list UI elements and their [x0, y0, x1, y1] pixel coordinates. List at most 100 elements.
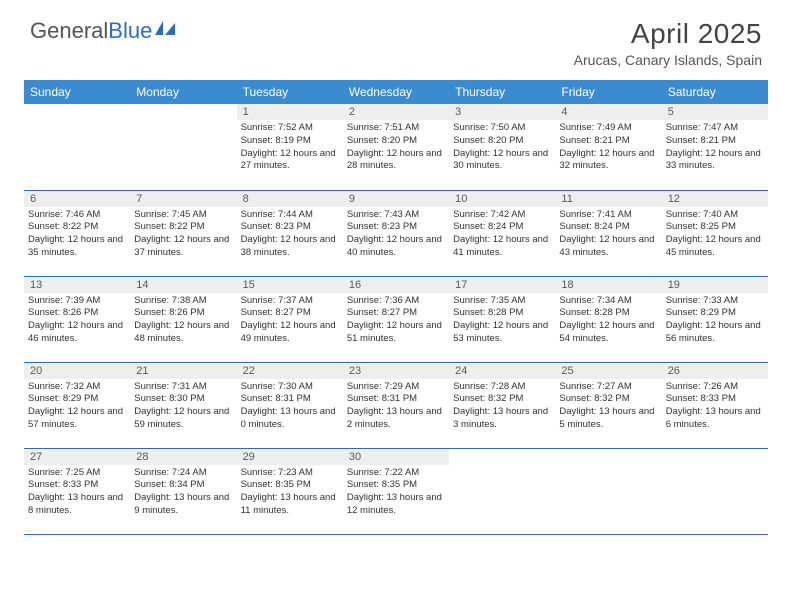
day-number: 5 [662, 104, 768, 120]
calendar-cell [24, 104, 130, 190]
calendar-cell: 11Sunrise: 7:41 AMSunset: 8:24 PMDayligh… [555, 190, 661, 276]
calendar-cell: 1Sunrise: 7:52 AMSunset: 8:19 PMDaylight… [237, 104, 343, 190]
day-body: Sunrise: 7:50 AMSunset: 8:20 PMDaylight:… [449, 120, 555, 177]
day-number: 26 [662, 363, 768, 379]
day-body: Sunrise: 7:33 AMSunset: 8:29 PMDaylight:… [662, 293, 768, 350]
weekday-header: Thursday [449, 80, 555, 104]
calendar-cell: 6Sunrise: 7:46 AMSunset: 8:22 PMDaylight… [24, 190, 130, 276]
day-body: Sunrise: 7:31 AMSunset: 8:30 PMDaylight:… [130, 379, 236, 436]
day-body: Sunrise: 7:36 AMSunset: 8:27 PMDaylight:… [343, 293, 449, 350]
logo-part1: General [30, 18, 108, 43]
day-number: 19 [662, 277, 768, 293]
day-body: Sunrise: 7:40 AMSunset: 8:25 PMDaylight:… [662, 207, 768, 264]
calendar-cell [662, 448, 768, 534]
weekday-header: Saturday [662, 80, 768, 104]
calendar-cell: 30Sunrise: 7:22 AMSunset: 8:35 PMDayligh… [343, 448, 449, 534]
calendar-cell: 9Sunrise: 7:43 AMSunset: 8:23 PMDaylight… [343, 190, 449, 276]
day-body: Sunrise: 7:25 AMSunset: 8:33 PMDaylight:… [24, 465, 130, 522]
calendar-cell: 7Sunrise: 7:45 AMSunset: 8:22 PMDaylight… [130, 190, 236, 276]
logo: GeneralBlue [30, 18, 177, 44]
calendar-cell: 4Sunrise: 7:49 AMSunset: 8:21 PMDaylight… [555, 104, 661, 190]
day-body: Sunrise: 7:30 AMSunset: 8:31 PMDaylight:… [237, 379, 343, 436]
calendar-cell [449, 448, 555, 534]
day-body: Sunrise: 7:47 AMSunset: 8:21 PMDaylight:… [662, 120, 768, 177]
calendar-cell: 10Sunrise: 7:42 AMSunset: 8:24 PMDayligh… [449, 190, 555, 276]
month-title: April 2025 [574, 18, 762, 50]
day-number: 17 [449, 277, 555, 293]
day-body: Sunrise: 7:49 AMSunset: 8:21 PMDaylight:… [555, 120, 661, 177]
weekday-header: Friday [555, 80, 661, 104]
day-number: 21 [130, 363, 236, 379]
calendar-cell: 16Sunrise: 7:36 AMSunset: 8:27 PMDayligh… [343, 276, 449, 362]
weekday-header: Sunday [24, 80, 130, 104]
day-body: Sunrise: 7:34 AMSunset: 8:28 PMDaylight:… [555, 293, 661, 350]
day-number: 22 [237, 363, 343, 379]
day-number: 1 [237, 104, 343, 120]
day-body: Sunrise: 7:46 AMSunset: 8:22 PMDaylight:… [24, 207, 130, 264]
day-number: 16 [343, 277, 449, 293]
calendar-cell: 20Sunrise: 7:32 AMSunset: 8:29 PMDayligh… [24, 362, 130, 448]
calendar-body: 1Sunrise: 7:52 AMSunset: 8:19 PMDaylight… [24, 104, 768, 534]
calendar-row: 27Sunrise: 7:25 AMSunset: 8:33 PMDayligh… [24, 448, 768, 534]
calendar-row: 13Sunrise: 7:39 AMSunset: 8:26 PMDayligh… [24, 276, 768, 362]
day-body: Sunrise: 7:37 AMSunset: 8:27 PMDaylight:… [237, 293, 343, 350]
day-number: 13 [24, 277, 130, 293]
weekday-header: Wednesday [343, 80, 449, 104]
day-body: Sunrise: 7:44 AMSunset: 8:23 PMDaylight:… [237, 207, 343, 264]
day-number: 14 [130, 277, 236, 293]
calendar-cell: 15Sunrise: 7:37 AMSunset: 8:27 PMDayligh… [237, 276, 343, 362]
calendar-row: 1Sunrise: 7:52 AMSunset: 8:19 PMDaylight… [24, 104, 768, 190]
day-number: 11 [555, 191, 661, 207]
calendar-row: 20Sunrise: 7:32 AMSunset: 8:29 PMDayligh… [24, 362, 768, 448]
title-block: April 2025 Arucas, Canary Islands, Spain [574, 18, 762, 68]
day-body: Sunrise: 7:41 AMSunset: 8:24 PMDaylight:… [555, 207, 661, 264]
logo-part2: Blue [108, 18, 152, 43]
day-body: Sunrise: 7:28 AMSunset: 8:32 PMDaylight:… [449, 379, 555, 436]
day-body: Sunrise: 7:42 AMSunset: 8:24 PMDaylight:… [449, 207, 555, 264]
logo-text: GeneralBlue [30, 18, 152, 44]
day-number: 8 [237, 191, 343, 207]
calendar-table: SundayMondayTuesdayWednesdayThursdayFrid… [24, 80, 768, 535]
calendar-cell: 21Sunrise: 7:31 AMSunset: 8:30 PMDayligh… [130, 362, 236, 448]
header: GeneralBlue April 2025 Arucas, Canary Is… [0, 0, 792, 76]
calendar-cell: 3Sunrise: 7:50 AMSunset: 8:20 PMDaylight… [449, 104, 555, 190]
day-number: 7 [130, 191, 236, 207]
calendar-cell: 26Sunrise: 7:26 AMSunset: 8:33 PMDayligh… [662, 362, 768, 448]
day-body: Sunrise: 7:38 AMSunset: 8:26 PMDaylight:… [130, 293, 236, 350]
day-number: 10 [449, 191, 555, 207]
day-number: 3 [449, 104, 555, 120]
location: Arucas, Canary Islands, Spain [574, 52, 762, 68]
day-number: 28 [130, 449, 236, 465]
day-number: 6 [24, 191, 130, 207]
calendar-cell: 14Sunrise: 7:38 AMSunset: 8:26 PMDayligh… [130, 276, 236, 362]
calendar-cell: 29Sunrise: 7:23 AMSunset: 8:35 PMDayligh… [237, 448, 343, 534]
day-number: 15 [237, 277, 343, 293]
day-number: 20 [24, 363, 130, 379]
day-body: Sunrise: 7:27 AMSunset: 8:32 PMDaylight:… [555, 379, 661, 436]
day-body: Sunrise: 7:23 AMSunset: 8:35 PMDaylight:… [237, 465, 343, 522]
day-body: Sunrise: 7:43 AMSunset: 8:23 PMDaylight:… [343, 207, 449, 264]
calendar-cell: 12Sunrise: 7:40 AMSunset: 8:25 PMDayligh… [662, 190, 768, 276]
calendar-cell: 19Sunrise: 7:33 AMSunset: 8:29 PMDayligh… [662, 276, 768, 362]
day-body: Sunrise: 7:24 AMSunset: 8:34 PMDaylight:… [130, 465, 236, 522]
calendar-cell: 18Sunrise: 7:34 AMSunset: 8:28 PMDayligh… [555, 276, 661, 362]
day-body: Sunrise: 7:51 AMSunset: 8:20 PMDaylight:… [343, 120, 449, 177]
calendar-cell: 28Sunrise: 7:24 AMSunset: 8:34 PMDayligh… [130, 448, 236, 534]
day-number: 24 [449, 363, 555, 379]
calendar-cell [555, 448, 661, 534]
day-number: 4 [555, 104, 661, 120]
calendar-cell: 13Sunrise: 7:39 AMSunset: 8:26 PMDayligh… [24, 276, 130, 362]
calendar-cell: 25Sunrise: 7:27 AMSunset: 8:32 PMDayligh… [555, 362, 661, 448]
day-body: Sunrise: 7:45 AMSunset: 8:22 PMDaylight:… [130, 207, 236, 264]
day-body: Sunrise: 7:39 AMSunset: 8:26 PMDaylight:… [24, 293, 130, 350]
day-body: Sunrise: 7:35 AMSunset: 8:28 PMDaylight:… [449, 293, 555, 350]
day-body: Sunrise: 7:52 AMSunset: 8:19 PMDaylight:… [237, 120, 343, 177]
calendar-cell: 24Sunrise: 7:28 AMSunset: 8:32 PMDayligh… [449, 362, 555, 448]
calendar-cell: 2Sunrise: 7:51 AMSunset: 8:20 PMDaylight… [343, 104, 449, 190]
day-number: 18 [555, 277, 661, 293]
calendar-cell: 27Sunrise: 7:25 AMSunset: 8:33 PMDayligh… [24, 448, 130, 534]
calendar-cell: 8Sunrise: 7:44 AMSunset: 8:23 PMDaylight… [237, 190, 343, 276]
calendar-row: 6Sunrise: 7:46 AMSunset: 8:22 PMDaylight… [24, 190, 768, 276]
day-number: 2 [343, 104, 449, 120]
day-body: Sunrise: 7:26 AMSunset: 8:33 PMDaylight:… [662, 379, 768, 436]
